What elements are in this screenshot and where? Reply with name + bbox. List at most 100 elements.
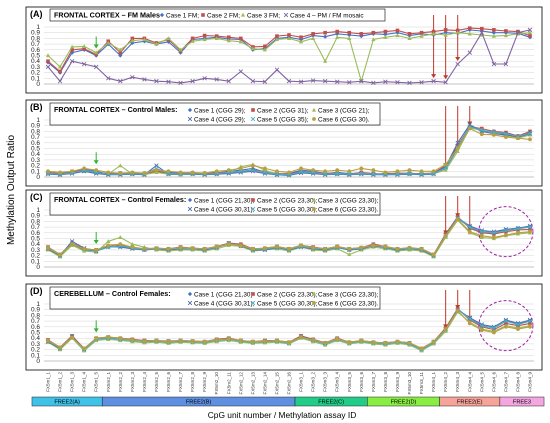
y-tick-label: 0: [36, 174, 40, 181]
data-point: [479, 323, 485, 328]
x-tick-label: FX5m2_4: [142, 372, 147, 392]
region-label: FREE2(E): [457, 400, 483, 406]
y-tick-label: 0.1: [31, 352, 40, 359]
data-point: [467, 321, 472, 326]
red-arrow-head: [455, 57, 461, 62]
data-point: [250, 46, 255, 51]
data-point: [395, 171, 400, 177]
panel-title: FRONTAL CORTEX – Control Males:: [54, 105, 178, 114]
y-tick-label: 0.8: [31, 35, 40, 42]
data-point: [298, 39, 304, 44]
data-point: [118, 235, 123, 239]
green-arrow-head: [93, 328, 99, 333]
data-point: [58, 252, 62, 257]
data-point: [383, 342, 388, 347]
x-tick-label: FX5m1_2: [58, 372, 63, 392]
chart-panels: 00.10.20.30.40.50.60.70.80.91(A) FRONTAL …: [25, 6, 543, 371]
data-point: [274, 37, 280, 42]
data-point: [503, 318, 509, 324]
data-point: [443, 327, 448, 331]
y-tick-label: 0.4: [31, 335, 40, 342]
data-point: [130, 242, 135, 246]
green-arrow-head: [93, 44, 99, 49]
data-point: [467, 226, 472, 231]
data-point: [214, 338, 219, 342]
data-point: [395, 33, 400, 38]
data-point: [431, 341, 436, 346]
data-point: [347, 80, 352, 85]
data-point: [335, 244, 340, 249]
data-point: [298, 169, 304, 175]
legend-marker: [312, 117, 316, 121]
legend: FRONTAL CORTEX – Control Males: Case 1 (C…: [49, 102, 381, 126]
data-point: [455, 146, 460, 151]
data-point: [335, 246, 340, 251]
data-point: [286, 78, 292, 84]
y-tick-label: 0.6: [31, 230, 40, 237]
data-point: [142, 339, 147, 343]
y-tick-label: 0.6: [31, 324, 40, 331]
data-point: [70, 335, 74, 340]
data-point: [70, 44, 75, 49]
x-tick-label: FX5m3_7: [371, 372, 376, 392]
data-point: [419, 33, 424, 38]
panel-d: 00.10.20.30.40.50.60.70.80.91 (D) CEREBELL…: [25, 283, 543, 371]
data-point: [202, 171, 207, 175]
legend-entry: Case 3 (CGG 23,30);: [318, 291, 379, 298]
data-point: [443, 233, 448, 238]
data-point: [311, 32, 315, 36]
data-point: [503, 131, 509, 136]
legend-entry: Case 1 FM;: [166, 13, 199, 20]
data-point: [118, 163, 123, 168]
x-tick-label: FX5m4_8: [515, 372, 520, 392]
data-point: [455, 149, 460, 153]
data-point: [190, 78, 195, 84]
data-point: [106, 40, 111, 45]
data-point: [395, 169, 400, 174]
data-point: [395, 246, 400, 251]
data-point: [528, 33, 532, 38]
y-tick-label: 0.7: [31, 41, 40, 48]
data-point: [70, 242, 74, 247]
data-point: [528, 137, 532, 142]
data-point: [118, 171, 123, 175]
legend-marker: [251, 108, 255, 112]
data-point: [82, 246, 87, 251]
data-point: [528, 227, 532, 232]
data-point: [82, 348, 87, 353]
data-point: [57, 78, 63, 84]
legend-entry: Case 3 (CGG 23,30);: [318, 197, 379, 204]
data-point: [347, 252, 352, 257]
data-point: [106, 335, 111, 339]
data-point: [106, 76, 111, 81]
panel-title: FRONTAL CORTEX – Control Females:: [54, 195, 186, 204]
legend-box: [49, 102, 381, 126]
y-tick-label: 0.2: [31, 70, 40, 77]
data-point: [238, 69, 244, 74]
data-point: [274, 246, 280, 251]
y-tick-label: 1: [36, 117, 40, 124]
panel-label: (D): [30, 286, 43, 296]
data-point: [118, 50, 123, 55]
legend-entry: Case 5 (CGG 35);: [257, 116, 309, 123]
data-point: [226, 168, 231, 173]
x-tick-label: FX5m3_6: [359, 372, 364, 392]
data-point: [130, 245, 135, 249]
data-point: [347, 169, 352, 174]
x-tick-label: FX5m3_4: [335, 372, 340, 392]
data-point: [407, 245, 412, 250]
data-point: [492, 28, 496, 32]
data-point: [371, 80, 376, 86]
data-point: [431, 29, 436, 34]
data-point: [238, 166, 243, 171]
data-point: [407, 80, 412, 86]
data-point: [262, 170, 268, 175]
data-point: [298, 37, 304, 42]
legend-entry: Case 4 (CGG 29);: [194, 116, 246, 123]
legend-marker: [240, 12, 246, 17]
data-point: [443, 32, 448, 37]
data-point: [407, 340, 412, 345]
data-point: [395, 30, 400, 35]
x-tick-label: FX5m1_4: [82, 372, 87, 392]
